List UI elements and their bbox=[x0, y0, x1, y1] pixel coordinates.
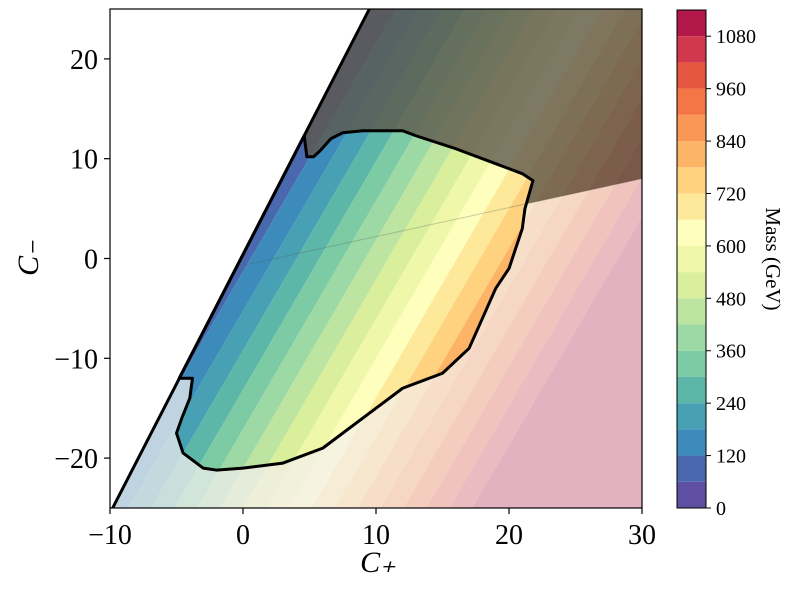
colorbar-label: Mass (GeV) bbox=[761, 207, 785, 310]
colorbar-band bbox=[677, 36, 706, 63]
colorbar-tick-label: 600 bbox=[716, 236, 746, 258]
y-tick-label: 10 bbox=[70, 145, 98, 176]
colorbar-band bbox=[677, 455, 706, 482]
colorbar-frame bbox=[676, 9, 707, 509]
colorbar-band bbox=[677, 403, 706, 430]
lines bbox=[111, 8, 643, 509]
x-tick-label: 0 bbox=[236, 520, 250, 551]
colorbar-tick-label: 0 bbox=[716, 498, 726, 520]
y-axis-label: C₋ bbox=[12, 240, 45, 276]
y-tick-label: 20 bbox=[70, 45, 98, 76]
colorbar-tick-label: 1080 bbox=[716, 26, 756, 48]
x-tick-label: 10 bbox=[362, 520, 390, 551]
colorbar-tick-label: 840 bbox=[716, 131, 746, 153]
shading bbox=[112, 9, 642, 508]
colorbar-band bbox=[677, 219, 706, 246]
x-tick-label: −10 bbox=[88, 520, 132, 551]
y-tick-label: −20 bbox=[54, 444, 98, 475]
colorbar-band bbox=[677, 272, 706, 299]
excluded-region bbox=[175, 129, 535, 472]
colorbar-band bbox=[677, 10, 706, 37]
colorbar-tick-label: 240 bbox=[716, 393, 746, 415]
colorbar-band bbox=[677, 62, 706, 89]
colorbar-tick-label: 480 bbox=[716, 288, 746, 310]
colorbar-band bbox=[677, 114, 706, 142]
colorbar-band bbox=[677, 167, 706, 194]
colorbar-band bbox=[677, 88, 706, 115]
colorbar-band bbox=[677, 245, 706, 273]
axes: −10 0 10 20 30 −20 −10 0 10 20 0 120 240 360 480 600 720… bbox=[54, 8, 756, 551]
light-shading bbox=[112, 178, 642, 508]
colorbar-band bbox=[677, 429, 706, 456]
boundary-line bbox=[111, 8, 371, 509]
colorbar-tick-label: 120 bbox=[716, 446, 746, 468]
x-tick-label: 20 bbox=[495, 520, 523, 551]
divider-line bbox=[242, 178, 643, 266]
x-axis-label: C₊ bbox=[360, 546, 396, 579]
colorbar-band bbox=[677, 350, 706, 377]
y-tick-label: 0 bbox=[84, 245, 98, 276]
colorbar-tick-label: 960 bbox=[716, 79, 746, 101]
colorbar-band bbox=[677, 298, 706, 325]
colorbar-band bbox=[677, 193, 706, 220]
y-tick-label: −10 bbox=[54, 344, 98, 375]
colorbar-band bbox=[677, 141, 706, 168]
colorbar-band bbox=[677, 481, 706, 508]
colorbar-tick-label: 720 bbox=[716, 183, 746, 205]
x-tick-label: 30 bbox=[628, 520, 656, 551]
colorbar-band bbox=[677, 324, 706, 351]
colorbar-tick-label: 360 bbox=[716, 341, 746, 363]
colorbar-band bbox=[677, 376, 706, 404]
